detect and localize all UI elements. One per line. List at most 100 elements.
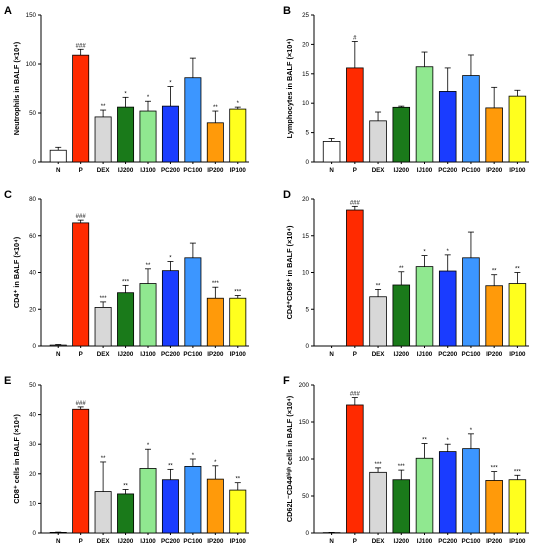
y-tick-label: 50 [29, 382, 36, 389]
significance-label: ** [101, 456, 106, 462]
x-tick-label: DEX [97, 167, 111, 174]
bar-ip200 [206, 478, 224, 534]
significance-label: # [353, 35, 357, 41]
y-tick-label: 0 [33, 159, 37, 166]
bar-ip100 [229, 297, 247, 347]
y-tick-label: 10 [29, 500, 36, 507]
x-tick-label: N [329, 351, 334, 358]
x-tick-label: IJ200 [394, 538, 410, 545]
significance-label: *** [398, 464, 406, 470]
y-tick-label: 20 [29, 306, 36, 313]
x-tick-label: IJ100 [417, 538, 433, 545]
bar-ij200 [392, 284, 411, 347]
y-tick-label: 10 [302, 100, 309, 107]
y-tick-label: 0 [33, 343, 37, 350]
x-tick-label: P [353, 538, 357, 545]
bar-ip200 [485, 107, 503, 163]
x-tick-label: IJ200 [394, 167, 410, 174]
y-tick-label: 50 [29, 110, 36, 117]
significance-label: * [470, 428, 473, 434]
bar-dex [94, 491, 112, 534]
significance-label: * [124, 91, 127, 97]
significance-label: ### [350, 200, 361, 206]
y-tick-label: 25 [302, 12, 309, 19]
x-tick-label: PC100 [461, 167, 480, 174]
significance-label: ** [146, 263, 151, 269]
bar-ij100 [415, 66, 434, 163]
bar-n [322, 141, 341, 163]
y-tick-label: 20 [302, 196, 309, 203]
bar-ij100 [415, 266, 434, 347]
panel-letter: F [283, 375, 290, 387]
significance-label: ** [213, 105, 218, 111]
bar-dex [369, 471, 387, 534]
significance-label: * [447, 438, 450, 444]
bar-dex [94, 307, 112, 347]
x-tick-label: PC100 [183, 351, 202, 358]
significance-label: * [192, 453, 195, 459]
significance-label: * [169, 81, 172, 87]
x-tick-label: PC200 [161, 351, 180, 358]
x-tick-label: IJ200 [394, 351, 410, 358]
x-tick-label: DEX [372, 538, 386, 545]
y-axis-label: CD4⁺CD69⁺ in BALF (×10⁴) [285, 225, 294, 319]
y-tick-label: 50 [302, 493, 309, 500]
y-tick-label: 30 [29, 441, 36, 448]
x-tick-label: PC200 [438, 351, 457, 358]
x-tick-label: IP200 [207, 351, 224, 358]
x-tick-label: IJ100 [417, 167, 433, 174]
panel-letter: A [4, 5, 12, 17]
significance-label: * [214, 460, 217, 466]
bar-ij100 [415, 457, 434, 534]
bar-ij100 [139, 283, 157, 347]
bar-pc200 [438, 91, 457, 163]
bar-ip200 [206, 297, 224, 347]
y-tick-label: 100 [299, 456, 310, 463]
y-axis-label: Neutrophils in BALF (×10⁴) [12, 41, 21, 135]
x-tick-label: IJ100 [140, 538, 156, 545]
x-tick-label: DEX [97, 351, 111, 358]
significance-label: *** [491, 466, 499, 472]
significance-label: *** [375, 462, 383, 468]
x-tick-label: DEX [97, 538, 111, 545]
x-tick-label: IP100 [509, 351, 526, 358]
bar-ip200 [206, 122, 224, 163]
x-tick-label: IP100 [230, 351, 247, 358]
bar-p [346, 67, 364, 163]
x-tick-label: P [79, 167, 83, 174]
panel-letter: E [4, 375, 11, 387]
x-tick-label: PC200 [161, 167, 180, 174]
y-tick-label: 20 [302, 41, 309, 48]
x-tick-label: P [353, 167, 357, 174]
bar-ij200 [392, 106, 411, 163]
significance-label: ### [350, 392, 361, 398]
significance-label: ** [376, 283, 381, 289]
significance-label: ** [492, 269, 497, 275]
y-axis-label: CD8⁺ cells in BALF (×10⁴) [12, 414, 21, 504]
bar-p [72, 54, 90, 163]
bar-ij100 [139, 110, 157, 163]
significance-label: ** [168, 463, 173, 469]
x-tick-label: N [56, 167, 61, 174]
y-tick-label: 0 [306, 159, 310, 166]
y-tick-label: 100 [26, 61, 37, 68]
x-tick-label: IJ100 [140, 351, 156, 358]
y-tick-label: 40 [29, 412, 36, 419]
bar-ij200 [117, 292, 135, 347]
bar-dex [369, 120, 387, 163]
x-tick-label: P [79, 351, 83, 358]
x-tick-label: PC100 [461, 351, 480, 358]
y-tick-label: 15 [302, 233, 309, 240]
significance-label: ** [101, 104, 106, 110]
x-tick-label: IJ100 [140, 167, 156, 174]
y-axis-label: CD62L⁻CD44ʰⁱᵍʰ cells in BALF (×10⁴) [285, 395, 294, 522]
bar-p [346, 404, 364, 534]
bar-p [346, 209, 364, 347]
panel-letter: B [283, 5, 291, 17]
x-tick-label: P [353, 351, 357, 358]
significance-label: * [237, 101, 240, 107]
bar-ij200 [117, 106, 135, 163]
panel-e: E 0 10 20 30 40 50 CD8⁺ cells in BALF (×10⁴) N ##… [4, 375, 249, 545]
y-tick-label: 0 [33, 530, 37, 537]
